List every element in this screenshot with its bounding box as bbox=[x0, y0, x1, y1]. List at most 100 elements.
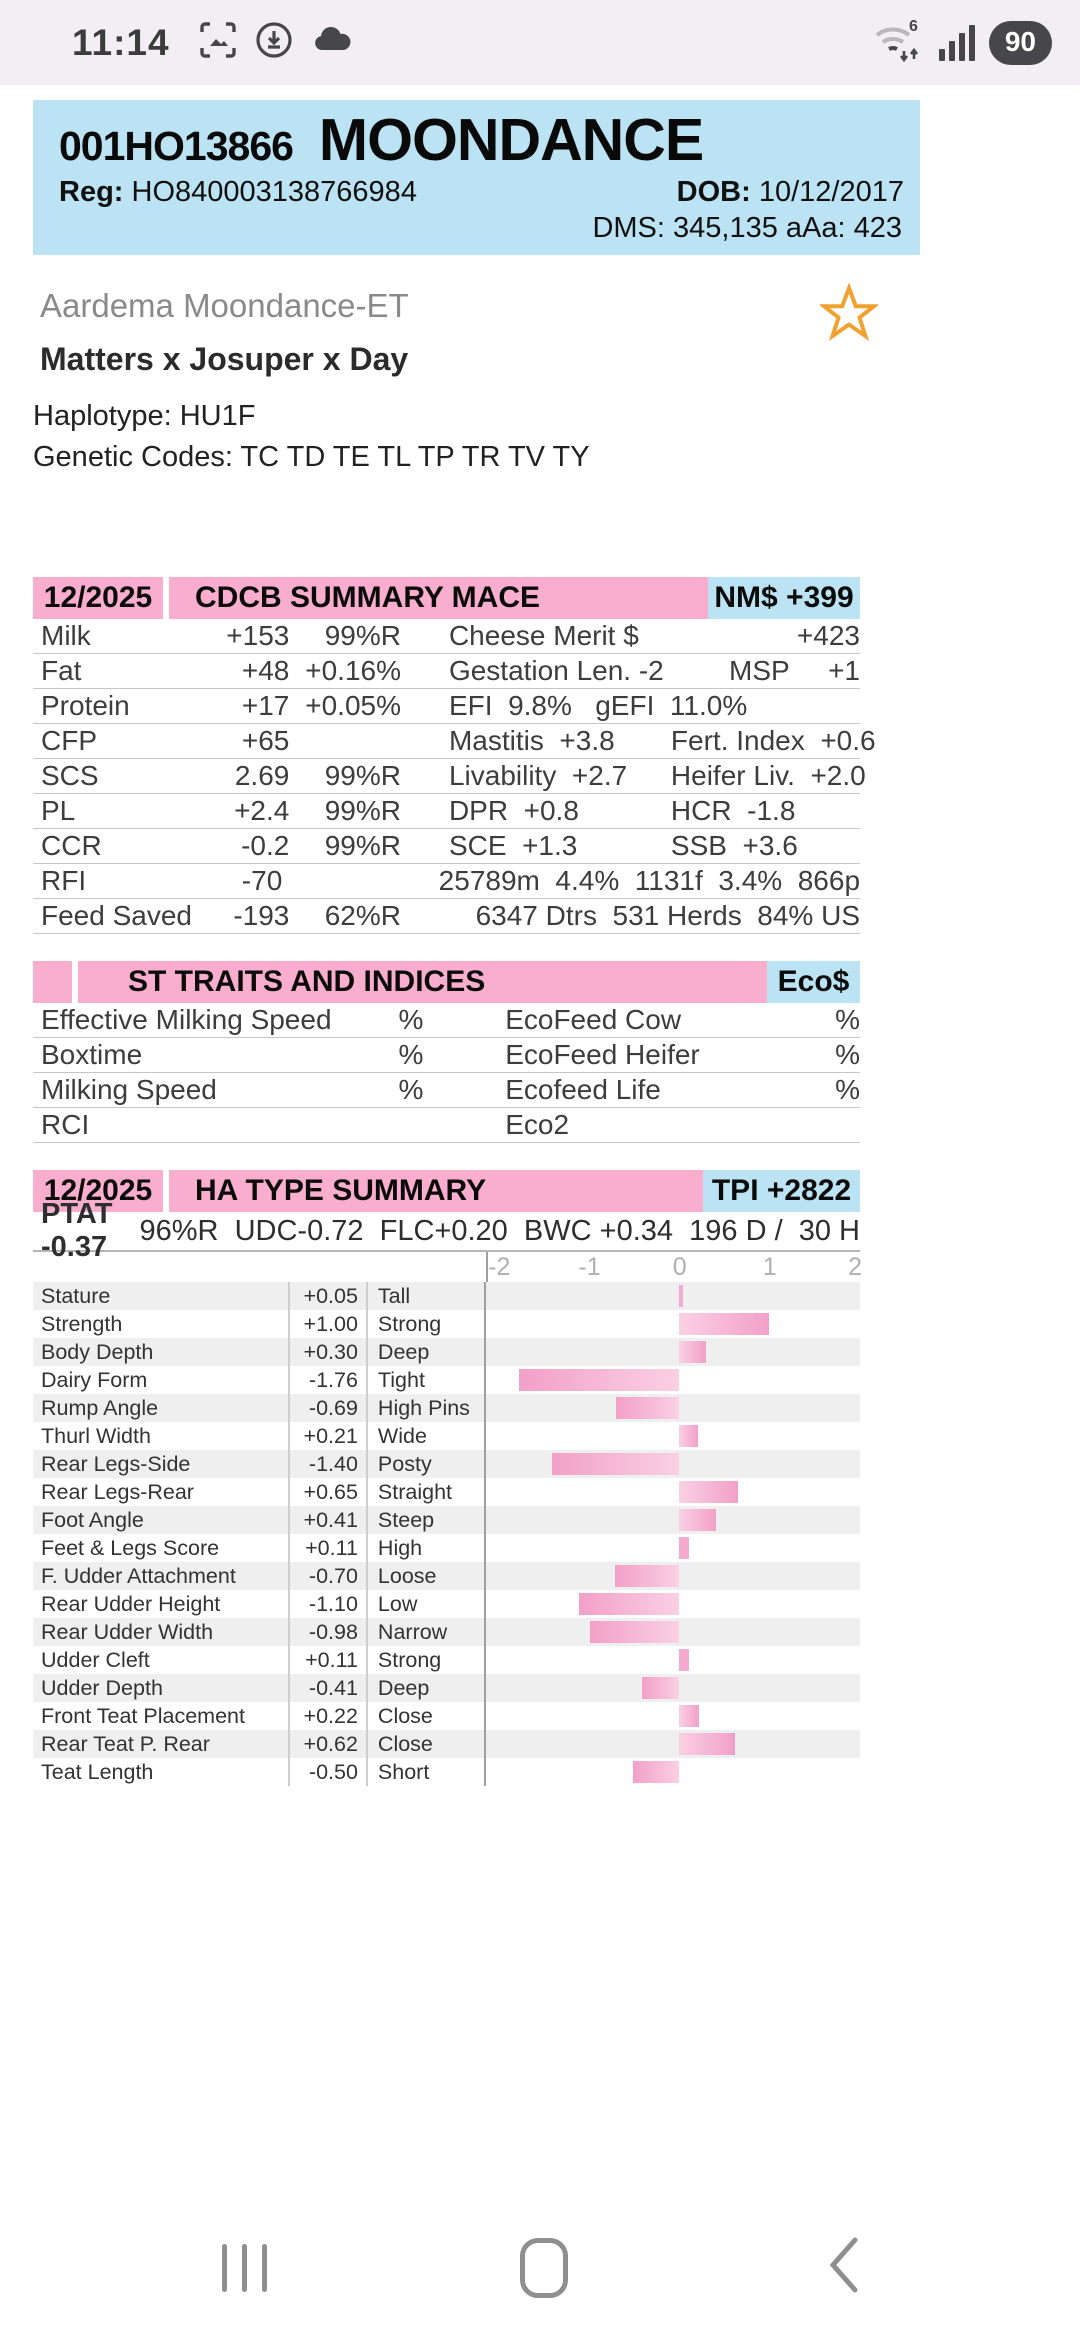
registration-number: Reg: HO840003138766984 bbox=[59, 176, 417, 208]
st-rows: Effective Milking Speed% EcoFeed Cow% Boxt… bbox=[33, 1003, 860, 1143]
trait-row: Rear Teat P. Rear +0.62 Close bbox=[33, 1730, 860, 1758]
trait-sta-value: +0.11 bbox=[290, 1534, 368, 1562]
row-extra: Cheese Merit $ +423 bbox=[401, 619, 860, 653]
cdcb-summary-section: 12/2025 CDCB SUMMARY MACE NM$ +399 Milk +… bbox=[33, 577, 876, 934]
extra-right: MSP +1 bbox=[729, 655, 860, 686]
linear-trait-chart: Stature +0.05 Tall Strength +1.00 Strong Body … bbox=[33, 1282, 860, 1786]
extra-right: Fert. Index +0.6 bbox=[670, 725, 876, 756]
st-left-label: Boxtime bbox=[41, 1039, 143, 1070]
row-extra: SCE +1.3 SSB +3.6 bbox=[401, 829, 860, 863]
favorite-star-icon[interactable] bbox=[818, 282, 880, 346]
trait-name: Feet & Legs Score bbox=[33, 1534, 291, 1562]
trait-row: Teat Length -0.50 Short bbox=[33, 1758, 860, 1786]
cdcb-row: Feed Saved -193 62%R 6347 Dtrs 531 Herds 84… bbox=[33, 899, 860, 934]
trait-bar-area bbox=[486, 1394, 860, 1422]
cdcb-row: CFP +65 Mastitis +3.8 Fert. Index +0.6 bbox=[33, 724, 876, 759]
trait-adjective: High Pins bbox=[368, 1394, 487, 1422]
trait-adjective: High bbox=[368, 1534, 487, 1562]
st-left-value: % bbox=[398, 1074, 424, 1105]
trait-adjective: Deep bbox=[368, 1674, 487, 1702]
trait-adjective: Close bbox=[368, 1730, 487, 1758]
trait-sta-value: -1.10 bbox=[290, 1590, 368, 1618]
trait-row: Udder Cleft +0.11 Strong bbox=[33, 1646, 860, 1674]
trait-name: Udder Depth bbox=[33, 1674, 291, 1702]
trait-name: Rump Angle bbox=[33, 1394, 291, 1422]
trait-value: +48 bbox=[241, 655, 290, 686]
trait-bar-area bbox=[486, 1366, 860, 1394]
trait-bar-area bbox=[486, 1338, 860, 1366]
home-button[interactable] bbox=[520, 2237, 568, 2298]
trait-bar-area bbox=[486, 1590, 860, 1618]
trait-row: Foot Angle +0.41 Steep bbox=[33, 1506, 860, 1534]
chart-axis-ticks: -2 -1 0 1 2 bbox=[486, 1252, 862, 1282]
trait-sta-value: -0.50 bbox=[290, 1758, 368, 1786]
trait-name: Rear Legs-Rear bbox=[33, 1478, 291, 1506]
st-left-pair: Milking Speed% bbox=[33, 1073, 423, 1107]
recents-button[interactable] bbox=[222, 2243, 267, 2292]
trait-name: Rear Teat P. Rear bbox=[33, 1730, 291, 1758]
trait-bar bbox=[678, 1481, 738, 1503]
trait-sta-value: -1.76 bbox=[290, 1366, 368, 1394]
trait-value: +2.4 bbox=[234, 795, 290, 826]
trait-bar bbox=[678, 1285, 684, 1307]
extra-left: Mastitis +3.8 bbox=[448, 725, 615, 756]
axis-tick-label: 0 bbox=[672, 1253, 687, 1281]
trait-row: Rump Angle -0.69 High Pins bbox=[33, 1394, 860, 1422]
trait-bar bbox=[678, 1341, 706, 1363]
trait-name: Udder Cleft bbox=[33, 1646, 291, 1674]
ptat-summary-line: PTAT -0.37 96%R UDC-0.72 FLC+0.20 BWC +0… bbox=[33, 1198, 861, 1263]
st-left-pair: RCI bbox=[33, 1108, 423, 1142]
trait-bar-area bbox=[486, 1646, 860, 1674]
trait-bar-area bbox=[486, 1478, 860, 1506]
trait-bar bbox=[578, 1593, 679, 1615]
battery-indicator: 90 bbox=[988, 20, 1063, 65]
trait-value: -0.2 bbox=[241, 830, 290, 861]
trait-name: F. Udder Attachment bbox=[33, 1562, 291, 1590]
trait-bar bbox=[589, 1621, 679, 1643]
trait-name: Front Teat Placement bbox=[33, 1702, 291, 1730]
st-right-label: Eco2 bbox=[505, 1109, 570, 1140]
trait-label: Fat bbox=[41, 655, 82, 686]
trait-bar-area bbox=[486, 1506, 860, 1534]
trait-row: Front Teat Placement +0.22 Close bbox=[33, 1702, 860, 1730]
trait-adjective: Tall bbox=[368, 1282, 487, 1310]
trait-adjective: Loose bbox=[368, 1562, 487, 1590]
trait-bar-area bbox=[486, 1450, 860, 1478]
full-registered-name: Aardema Moondance-ET bbox=[40, 287, 409, 324]
trait-label: CCR bbox=[41, 830, 102, 861]
trait-reliability: 99%R bbox=[324, 620, 401, 651]
svg-text:6: 6 bbox=[909, 18, 918, 35]
st-right-label: EcoFeed Cow bbox=[505, 1004, 682, 1035]
cdcb-row: SCS 2.69 99%R Livability +2.7 Heifer Liv. +2… bbox=[33, 759, 866, 794]
st-right-pair: EcoFeed Cow% bbox=[505, 1003, 860, 1037]
dms-aaa-line: DMS: 345,135 aAa: 423 bbox=[592, 212, 902, 244]
st-left-label: Effective Milking Speed bbox=[41, 1004, 332, 1035]
ha-type-section: 12/2025 HA TYPE SUMMARY TPI +2822 PTAT -… bbox=[33, 1170, 862, 1786]
extra-left bbox=[449, 899, 476, 933]
ptat-value: PTAT -0.37 bbox=[41, 1198, 113, 1263]
ptat-detail: 96%R UDC-0.72 FLC+0.20 BWC +0.34 196 D /… bbox=[139, 1214, 861, 1247]
trait-label: Protein bbox=[41, 690, 130, 721]
trait-bar-area bbox=[486, 1730, 860, 1758]
trait-sta-value: -0.98 bbox=[290, 1618, 368, 1646]
status-bar: 11:14 bbox=[0, 0, 1080, 85]
cdcb-row: RFI -70 25789m 4.4% 1131f 3.4% 866p bbox=[33, 864, 860, 899]
trait-bar bbox=[678, 1425, 698, 1447]
trait-row: Rear Legs-Side -1.40 Posty bbox=[33, 1450, 860, 1478]
axis-tick-label: -1 bbox=[578, 1253, 601, 1281]
trait-label: CFP bbox=[41, 725, 97, 756]
back-button[interactable] bbox=[825, 2234, 861, 2301]
trait-label: RFI bbox=[41, 865, 87, 896]
ha-header: 12/2025 HA TYPE SUMMARY TPI +2822 bbox=[33, 1170, 860, 1212]
trait-row: Dairy Form -1.76 Tight bbox=[33, 1366, 860, 1394]
trait-adjective: Posty bbox=[368, 1450, 487, 1478]
trait-row: Body Depth +0.30 Deep bbox=[33, 1338, 860, 1366]
trait-sta-value: -1.40 bbox=[290, 1450, 368, 1478]
st-left-label: RCI bbox=[41, 1109, 90, 1140]
row-extra: 25789m 4.4% 1131f 3.4% 866p bbox=[391, 864, 860, 898]
trait-bar bbox=[678, 1509, 716, 1531]
st-right-value: % bbox=[835, 1004, 860, 1035]
trait-sta-value: -0.70 bbox=[290, 1562, 368, 1590]
st-right-value: % bbox=[835, 1039, 860, 1070]
trait-name: Dairy Form bbox=[33, 1366, 291, 1394]
